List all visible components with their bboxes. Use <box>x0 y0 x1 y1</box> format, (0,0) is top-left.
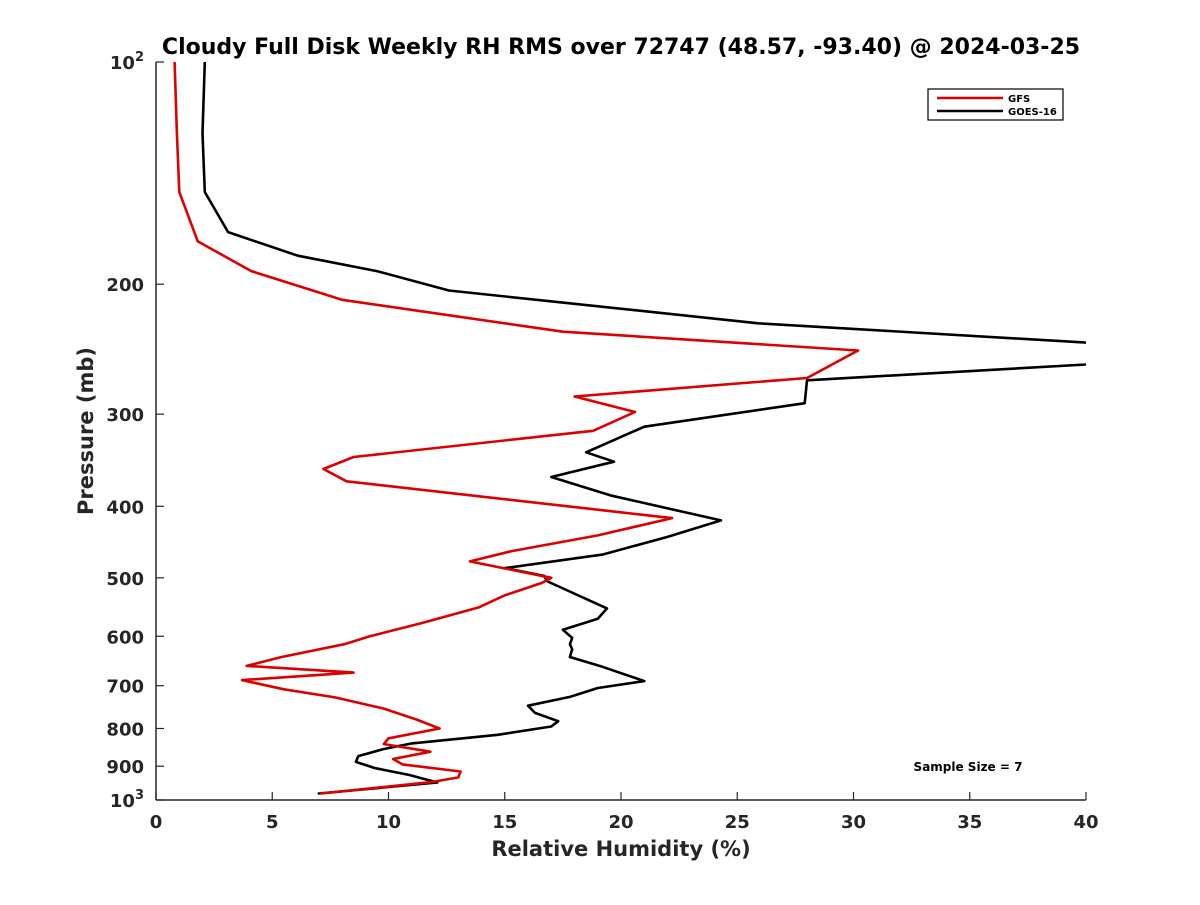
x-axis-label: Relative Humidity (%) <box>491 837 750 861</box>
x-tick-label: 35 <box>957 812 982 833</box>
y-tick-label: 102 <box>110 50 144 74</box>
x-tick-label: 5 <box>266 812 279 833</box>
x-tick-group: 0 5 10 15 20 25 30 35 40 <box>150 792 1099 833</box>
chart-title: Cloudy Full Disk Weekly RH RMS over 7274… <box>162 35 1080 60</box>
series-layer <box>173 62 1086 795</box>
y-tick-label: 400 <box>106 497 144 518</box>
y-tick-label: 500 <box>106 569 144 590</box>
y-tick-group: 102 200 300 400 500 600 700 800 900 103 <box>106 50 164 812</box>
legend: GFS GOES-16 <box>927 88 1064 121</box>
x-tick-label: 15 <box>492 812 517 833</box>
x-tick-label: 0 <box>150 812 163 833</box>
y-tick-label: 600 <box>106 627 144 648</box>
x-tick-label: 20 <box>608 812 633 833</box>
sample-size-annotation: Sample Size = 7 <box>914 760 1023 774</box>
legend-label-gfs: GFS <box>1008 94 1030 105</box>
y-tick-label: 300 <box>106 405 144 426</box>
legend-label-goes-16: GOES-16 <box>1008 107 1057 118</box>
x-tick-label: 30 <box>841 812 866 833</box>
y-tick-label: 200 <box>106 275 144 296</box>
legend-box <box>927 88 1064 121</box>
y-tick-label: 800 <box>106 719 144 740</box>
x-tick-label: 10 <box>376 812 401 833</box>
x-tick-label: 40 <box>1073 812 1098 833</box>
y-tick-label: 700 <box>106 677 144 698</box>
y-tick-label: 103 <box>110 788 144 812</box>
series-line-gfs <box>173 62 860 795</box>
series-line-goes-16 <box>201 62 1086 795</box>
x-tick-label: 25 <box>725 812 750 833</box>
y-axis-label: Pressure (mb) <box>74 347 98 515</box>
y-tick-label: 900 <box>106 757 144 778</box>
